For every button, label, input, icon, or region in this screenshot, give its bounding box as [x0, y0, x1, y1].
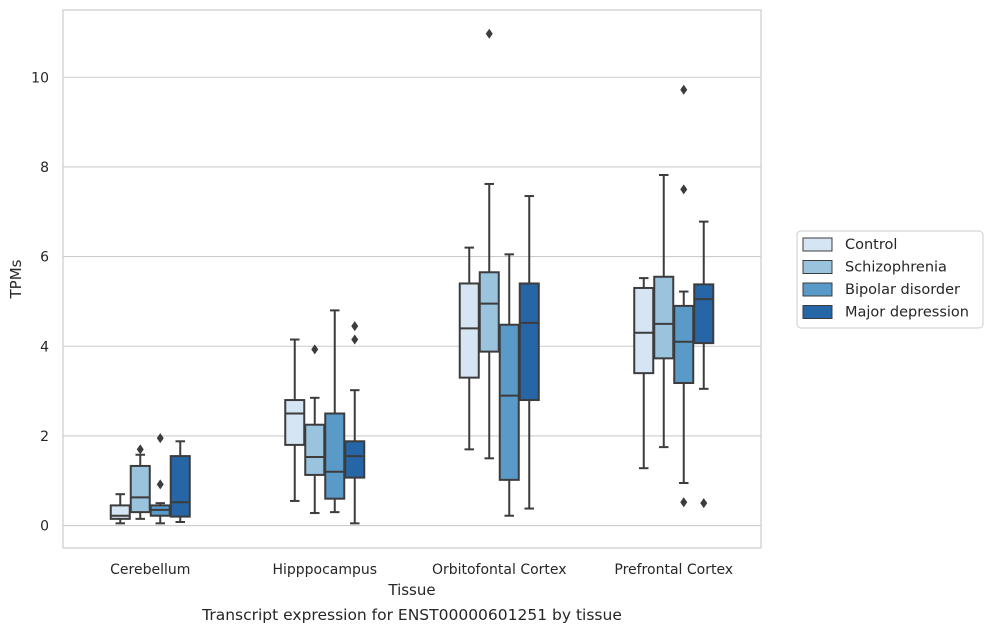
box [478, 271, 500, 353]
y-tick-label: 8 [40, 160, 49, 176]
legend-label: Major depression [845, 305, 969, 321]
plot-frame [62, 9, 762, 549]
outlier-point [680, 184, 688, 195]
outlier-point [351, 321, 359, 332]
box-group [169, 440, 191, 523]
outlier-point [136, 444, 144, 455]
box [169, 455, 191, 518]
box-group [633, 277, 655, 470]
legend-label: Control [845, 237, 897, 253]
outlier-point [700, 498, 708, 509]
box [653, 275, 675, 360]
box-group [673, 84, 695, 508]
legend-label: Schizophrenia [845, 260, 947, 276]
box-group [324, 309, 346, 514]
x-axis-label: Tissue [387, 581, 435, 599]
y-tick-label: 10 [31, 70, 49, 86]
box-group [149, 433, 171, 525]
legend-swatch [802, 260, 833, 274]
outlier-point [311, 344, 319, 355]
box-group [653, 173, 675, 449]
y-axis-label: TPMs [7, 259, 25, 299]
outlier-point [156, 433, 164, 444]
legend-frame [796, 230, 984, 329]
box [458, 282, 480, 379]
box-series [109, 28, 715, 525]
y-tick-label: 4 [40, 339, 49, 355]
box-group [498, 253, 520, 517]
grid-lines [63, 76, 761, 527]
outlier-point [156, 479, 164, 490]
box [498, 323, 520, 481]
legend: Control Schizophrenia Bipolar disorder Majo… [796, 230, 984, 329]
outlier-point [351, 334, 359, 345]
box-group [284, 338, 306, 502]
box [304, 423, 326, 476]
y-tick-label: 0 [40, 519, 49, 535]
box [284, 399, 306, 446]
legend-swatch [802, 282, 833, 297]
x-tick-label: Hipppocampus [272, 562, 377, 578]
x-tick-label: Orbitofontal Cortex [432, 562, 567, 578]
x-tick-label: Cerebellum [110, 562, 190, 578]
outlier-point [485, 28, 493, 39]
box-group [304, 344, 326, 515]
legend-swatch [802, 305, 833, 319]
box-group [129, 444, 151, 520]
outlier-point [680, 497, 688, 508]
x-tick-label: Prefrontal Cortex [614, 562, 733, 578]
box-group [518, 195, 540, 510]
box [344, 440, 366, 479]
legend-label: Bipolar disorder [845, 282, 960, 298]
box-group [109, 493, 131, 525]
box-group [693, 220, 715, 509]
box-group [344, 321, 366, 525]
legend-swatch [802, 237, 833, 252]
box-group [458, 246, 480, 451]
box [518, 282, 540, 402]
box [129, 464, 151, 514]
box [109, 504, 131, 520]
outlier-point [680, 84, 688, 95]
y-tick-label: 2 [40, 429, 49, 445]
figure-caption: Transcript expression for ENST0000060125… [202, 606, 622, 624]
y-axis-ticks: 0 2 4 6 8 10 [31, 70, 49, 534]
y-tick-label: 6 [40, 250, 49, 266]
box [633, 286, 655, 375]
x-axis-ticks: Cerebellum Hipppocampus Orbitofontal Corte… [110, 562, 733, 578]
box [673, 304, 695, 385]
box-group [478, 28, 500, 460]
box [693, 283, 715, 345]
box [324, 412, 346, 500]
